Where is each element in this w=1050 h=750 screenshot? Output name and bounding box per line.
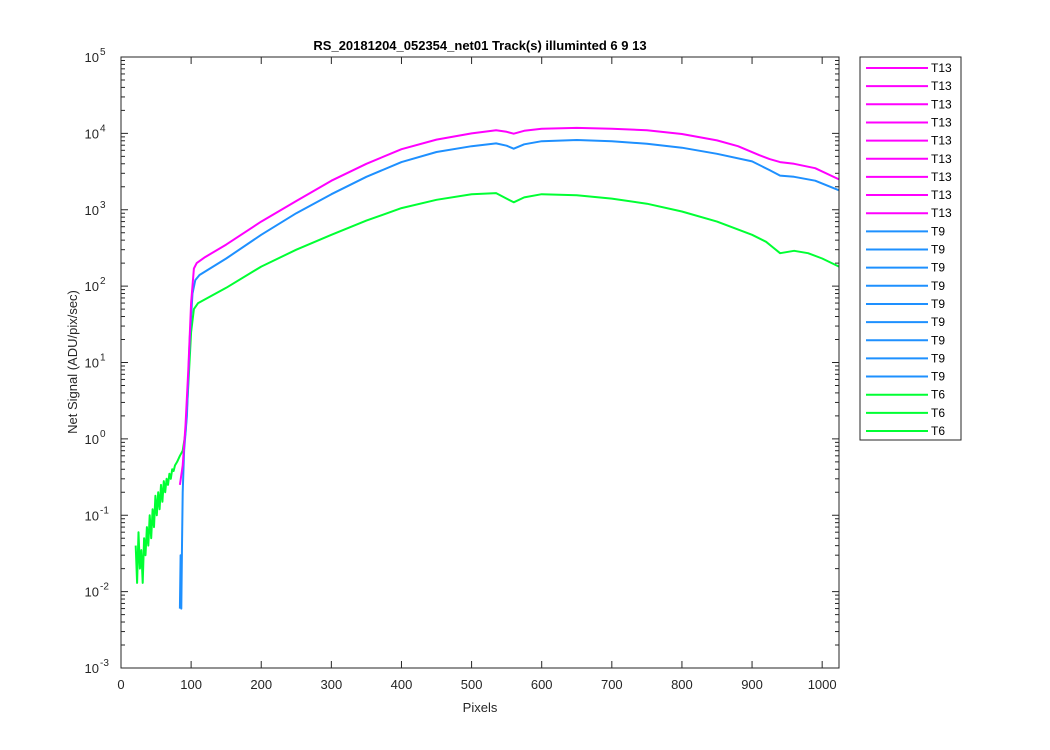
y-tick-exponent: 1 xyxy=(100,353,106,364)
legend-label: T6 xyxy=(931,424,945,438)
legend-item-t9: T9 xyxy=(866,333,945,347)
legend-item-t9: T9 xyxy=(866,297,945,311)
legend-item-t13: T13 xyxy=(866,79,952,93)
y-tick-label: 10 xyxy=(85,661,99,676)
x-tick-label: 500 xyxy=(461,677,483,692)
legend-label: T13 xyxy=(931,206,952,220)
legend-item-t13: T13 xyxy=(866,206,952,220)
legend-item-t13: T13 xyxy=(866,152,952,166)
legend-item-t13: T13 xyxy=(866,188,952,202)
y-tick-exponent: 0 xyxy=(100,429,106,440)
legend-label: T13 xyxy=(931,134,952,148)
legend-label: T13 xyxy=(931,115,952,129)
y-tick-label: 10 xyxy=(85,356,99,371)
series-line-t6 xyxy=(134,192,840,584)
y-tick-exponent: 3 xyxy=(100,200,106,211)
legend-item-t9: T9 xyxy=(866,243,945,257)
x-tick-label: 700 xyxy=(601,677,623,692)
legend-label: T13 xyxy=(931,61,952,75)
x-axis-label: Pixels xyxy=(463,700,498,715)
legend-item-t9: T9 xyxy=(866,315,945,329)
legend-item-t13: T13 xyxy=(866,61,952,75)
legend-item-t13: T13 xyxy=(866,170,952,184)
x-tick-label: 900 xyxy=(741,677,763,692)
y-tick-label: 10 xyxy=(85,508,99,523)
legend-label: T13 xyxy=(931,97,952,111)
y-axis-label: Net Signal (ADU/pix/sec) xyxy=(65,290,80,434)
legend-item-t6: T6 xyxy=(866,424,945,438)
plot-background xyxy=(121,57,839,668)
x-tick-label: 1000 xyxy=(808,677,837,692)
y-tick-label: 10 xyxy=(85,585,99,600)
legend-label: T6 xyxy=(931,388,945,402)
legend-item-t13: T13 xyxy=(866,115,952,129)
y-tick-exponent: -2 xyxy=(100,582,109,593)
legend-item-t6: T6 xyxy=(866,388,945,402)
y-tick-label: 10 xyxy=(85,126,99,141)
y-tick-label: 10 xyxy=(85,432,99,447)
series-layer xyxy=(134,126,840,610)
y-tick-label: 10 xyxy=(85,50,99,65)
legend-item-t9: T9 xyxy=(866,224,945,238)
y-tick-exponent: -3 xyxy=(100,658,109,669)
x-tick-label: 600 xyxy=(531,677,553,692)
legend-label: T9 xyxy=(931,297,945,311)
x-tick-label: 800 xyxy=(671,677,693,692)
legend-item-t9: T9 xyxy=(866,279,945,293)
legend-label: T9 xyxy=(931,261,945,275)
legend-item-t9: T9 xyxy=(866,370,945,384)
legend-item-t9: T9 xyxy=(866,351,945,365)
y-tick-label: 10 xyxy=(85,279,99,294)
legend: T13 T13 T13 T13 T13 T13 T13 T13 T13 T9 T9 T9 T9 T9 T9 T… xyxy=(859,56,962,441)
x-tick-label: 0 xyxy=(117,677,124,692)
legend-label: T13 xyxy=(931,152,952,166)
legend-label: T9 xyxy=(931,279,945,293)
legend-label: T13 xyxy=(931,79,952,93)
x-tick-label: 200 xyxy=(250,677,272,692)
x-axis: 0 100 200 300 400 500 600 700 800 900 1000 xyxy=(117,57,837,692)
x-tick-label: 400 xyxy=(391,677,413,692)
legend-item-t6: T6 xyxy=(866,406,945,420)
legend-label: T13 xyxy=(931,188,952,202)
x-tick-label: 300 xyxy=(321,677,343,692)
series-line-t13 xyxy=(178,126,840,486)
legend-label: T13 xyxy=(931,170,952,184)
legend-label: T9 xyxy=(931,370,945,384)
legend-label: T6 xyxy=(931,406,945,420)
legend-label: T9 xyxy=(931,333,945,347)
legend-label: T9 xyxy=(931,351,945,365)
legend-label: T9 xyxy=(931,224,945,238)
legend-label: T9 xyxy=(931,243,945,257)
legend-item-t13: T13 xyxy=(866,97,952,111)
x-tick-label: 100 xyxy=(180,677,202,692)
y-tick-exponent: 2 xyxy=(100,276,106,287)
y-tick-exponent: -1 xyxy=(100,505,109,516)
y-tick-exponent: 4 xyxy=(100,123,106,134)
legend-label: T9 xyxy=(931,315,945,329)
legend-item-t13: T13 xyxy=(866,134,952,148)
legend-item-t9: T9 xyxy=(866,261,945,275)
y-tick-exponent: 5 xyxy=(100,47,106,58)
y-tick-label: 10 xyxy=(85,203,99,218)
chart-title: RS_20181204_052354_net01 Track(s) illumi… xyxy=(313,38,646,53)
